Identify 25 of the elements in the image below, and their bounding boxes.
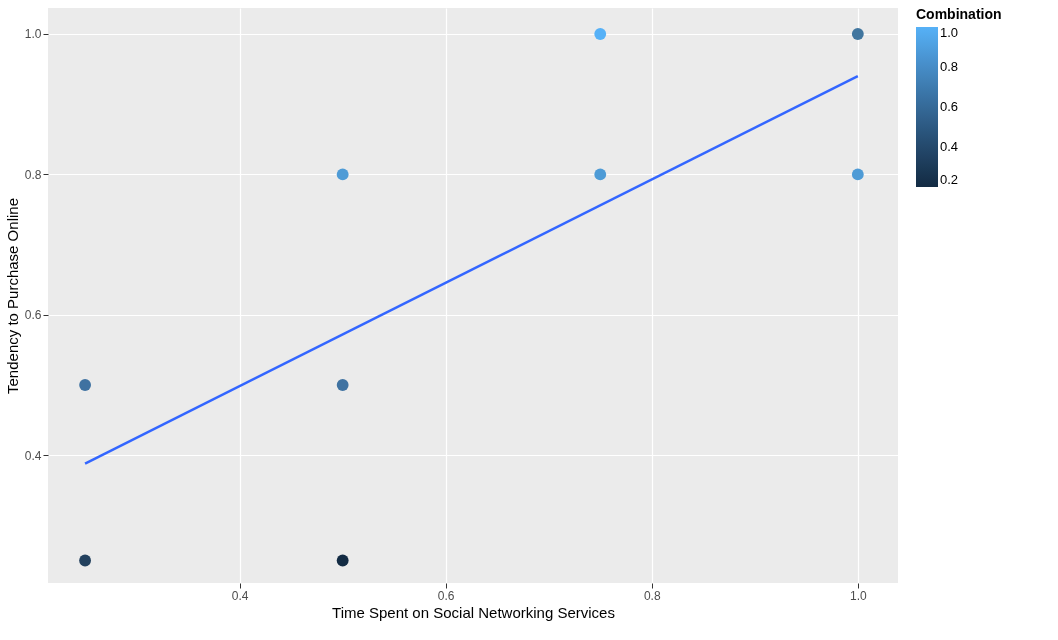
x-tick-label: 0.8 xyxy=(643,588,661,603)
color-bar-label: 0.4 xyxy=(940,139,959,154)
legend-title: Combination xyxy=(916,6,1002,22)
y-tick-label: 0.4 xyxy=(24,448,42,463)
y-tick-label: 0.8 xyxy=(24,167,42,182)
color-bar-label: 1.0 xyxy=(940,25,959,40)
color-bar-label: 0.2 xyxy=(940,172,959,187)
point xyxy=(851,168,864,181)
point xyxy=(336,379,349,391)
point xyxy=(336,554,349,567)
x-tick-label: 0.4 xyxy=(231,588,249,603)
point xyxy=(79,554,92,567)
point xyxy=(79,379,92,391)
point xyxy=(594,168,607,181)
x-tick-label: 0.6 xyxy=(437,588,455,603)
y-tick-label: 0.6 xyxy=(24,308,42,323)
y-axis-title: Tendency to Purchase Online xyxy=(3,198,21,394)
x-tick-label: 1.0 xyxy=(849,588,867,603)
point xyxy=(336,168,349,181)
point xyxy=(594,28,607,40)
color-bar-label: 0.8 xyxy=(940,59,959,74)
color-bar-label: 0.6 xyxy=(940,99,959,114)
point xyxy=(851,28,864,40)
x-axis-title: Time Spent on Social Networking Services xyxy=(332,603,615,621)
y-tick-label: 1.0 xyxy=(24,27,42,42)
